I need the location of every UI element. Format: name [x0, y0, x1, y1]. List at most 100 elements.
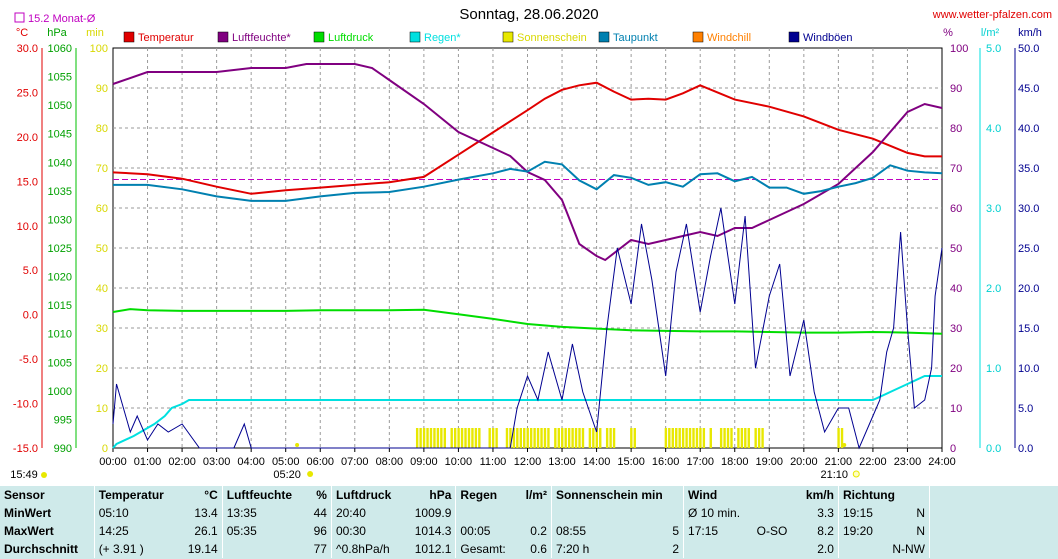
x-tick-label: 17:00 [686, 456, 714, 468]
sunshine-bar [519, 428, 522, 448]
humidity-tick-label: 80 [950, 123, 962, 135]
max-rain-time: 00:05 [455, 522, 518, 540]
sun-tick-label: 60 [96, 203, 108, 215]
pressure-tick-label: 1015 [48, 300, 72, 312]
sunshine-bar [422, 428, 426, 448]
x-tick-label: 06:00 [306, 456, 334, 468]
avg-press-trend: ^0.8hPa/h [330, 540, 405, 558]
wind-unit-label: km/h [1018, 27, 1042, 39]
sunshine-bar [699, 428, 702, 448]
sunshine-bar [754, 428, 757, 448]
rain-tick-label: 3.0 [986, 203, 1001, 215]
avg-press-value: 1012.1 [414, 542, 452, 556]
sun-tick-label: 50 [96, 243, 108, 255]
wind-tick-label: 25.0 [1018, 243, 1039, 255]
sunshine-bar [557, 428, 560, 448]
sunshine-bar [533, 428, 536, 448]
pressure-tick-label: 1025 [48, 243, 72, 255]
humidity-tick-label: 90 [950, 83, 962, 95]
sunshine-bar [571, 428, 574, 448]
sunshine-bar [592, 428, 595, 448]
x-tick-label: 13:00 [548, 456, 576, 468]
legend-label: Temperatur [138, 32, 194, 44]
x-tick-label: 10:00 [445, 456, 473, 468]
sunshine-bar [429, 428, 433, 448]
wind-tick-label: 15.0 [1018, 323, 1039, 335]
sunset-icon [852, 470, 860, 478]
sunshine-bar [460, 428, 464, 448]
x-tick-label: 22:00 [859, 456, 887, 468]
hdr-rain-unit: l/m² [525, 488, 547, 502]
avg-wind-value: 2.0 [817, 542, 834, 556]
sun-tick-label: 90 [96, 83, 108, 95]
x-tick-label: 21:00 [825, 456, 853, 468]
chart-series [112, 63, 943, 450]
sun-tick-label: 30 [96, 323, 108, 335]
month-avg-icon [14, 12, 25, 23]
min-hum-time: 13:35 [221, 504, 307, 522]
min-dir-time: 19:15 [837, 504, 883, 522]
chart-axes: 00:00 01:00 02:00 03:00 04:00 05:00 06:00 07:00… [10, 12, 1042, 481]
sunshine-bar [581, 428, 585, 448]
min-press-value: 1009.9 [414, 506, 452, 520]
min-wind-value: 3.3 [817, 506, 834, 520]
sunrise-icon [307, 471, 314, 477]
humidity-tick-label: 60 [950, 203, 962, 215]
sunshine-bar [474, 428, 478, 448]
sunshine-bar [471, 428, 474, 448]
series-regen [112, 375, 942, 449]
temp-tick-label: 10.0 [17, 221, 38, 233]
min-press-time: 20:40 [330, 504, 405, 522]
sunshine-bar [588, 428, 592, 448]
source-link[interactable]: www.wetter-pfalzen.com [932, 9, 1052, 21]
series-temperatur [112, 81, 942, 195]
temp-tick-label: 15.0 [17, 176, 38, 188]
x-tick-label: 16:00 [652, 456, 680, 468]
avg-dir-value: N-NW [892, 542, 925, 556]
sunshine-bar [747, 428, 750, 448]
sunshine-bar [664, 428, 668, 448]
humidity-tick-label: 70 [950, 163, 962, 175]
wind-tick-label: 30.0 [1018, 203, 1039, 215]
hdr-rain: Regen [455, 486, 518, 504]
sunshine-bar [719, 428, 723, 448]
sunshine-bar [433, 428, 436, 448]
x-tick-label: 00:00 [99, 456, 127, 468]
sun-tick-label: 10 [96, 403, 108, 415]
max-wind-dir: O-SO [756, 524, 788, 538]
rain-unit-label: l/m² [981, 27, 1000, 39]
humidity-tick-label: 30 [950, 323, 962, 335]
rain-tick-label: 0.0 [986, 443, 1001, 455]
rain-tick-label: 2.0 [986, 283, 1001, 295]
sunshine-bar [453, 428, 457, 448]
x-tick-label: 24:00 [928, 456, 956, 468]
sunshine-bar [574, 428, 578, 448]
humidity-tick-label: 0 [950, 443, 956, 455]
daylength-label: 15:49 [10, 469, 38, 481]
pressure-tick-label: 1000 [48, 386, 72, 398]
sun-tick-label: 100 [90, 43, 108, 55]
x-tick-label: 05:00 [272, 456, 300, 468]
wind-tick-label: 5.0 [1018, 403, 1033, 415]
wind-tick-label: 35.0 [1018, 163, 1039, 175]
sunshine-bar [668, 428, 671, 448]
sunshine-bar [436, 428, 440, 448]
humidity-tick-label: 100 [950, 43, 968, 55]
month-avg-label: 15.2 Monat-Ø [28, 13, 96, 25]
hdr-hum-unit: % [316, 488, 327, 502]
sun-tick-label: 80 [96, 123, 108, 135]
wind-tick-label: 20.0 [1018, 283, 1039, 295]
sunshine-bar [450, 428, 453, 448]
avg-temp-value: 19.14 [187, 542, 218, 556]
legend-swatch [502, 31, 514, 43]
pressure-tick-label: 1020 [48, 272, 72, 284]
temp-tick-label: 5.0 [23, 265, 38, 277]
max-hum-time: 05:35 [221, 522, 307, 540]
sunshine-bar [675, 428, 678, 448]
max-wind-value: 8.2 [817, 524, 834, 538]
sunset-marker [842, 443, 847, 447]
sunshine-bar [605, 428, 609, 448]
sunshine-bar [612, 428, 616, 448]
sunshine-bar [740, 428, 744, 448]
sunshine-bar [723, 428, 726, 448]
